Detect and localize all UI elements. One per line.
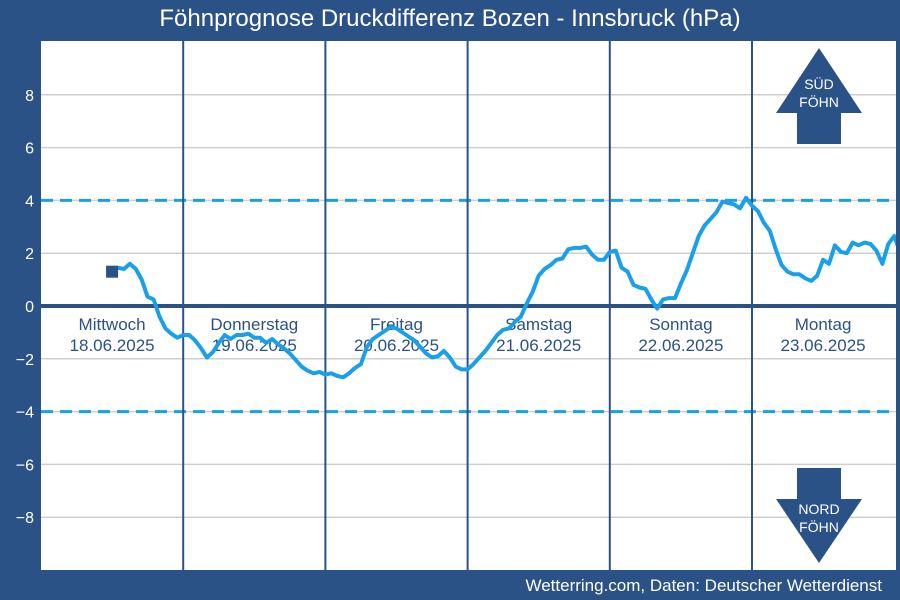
y-tick-label: 6 [25,141,34,158]
day-label-name: Montag [795,315,852,334]
data-credit: Wetterring.com, Daten: Deutscher Wetterd… [525,576,882,595]
arrow-up-shape [776,48,862,144]
day-label-name: Mittwoch [79,315,146,334]
arrow-up-label-1: SÜD [804,75,834,92]
current-value-marker [106,265,119,278]
day-label-name: Samstag [505,315,572,334]
day-label-date: 20.06.2025 [354,336,439,355]
arrow-down-label-1: NORD [798,501,839,517]
day-label-name: Freitag [370,315,423,334]
arrow-up-label-2: FÖHN [799,93,839,110]
arrow-down-label-2: FÖHN [799,518,839,535]
day-label-date: 23.06.2025 [781,336,866,355]
y-tick-label: −2 [16,352,34,369]
day-label-date: 21.06.2025 [496,336,581,355]
y-tick-label: 4 [25,193,34,210]
y-tick-label: −6 [16,457,34,474]
day-label-date: 22.06.2025 [638,336,723,355]
day-label-date: 18.06.2025 [70,336,155,355]
chart-title: Föhnprognose Druckdifferenz Bozen - Inns… [159,5,741,32]
y-tick-label: 8 [25,88,34,105]
day-label-name: Donnerstag [210,315,298,334]
y-tick-label: −8 [16,510,34,527]
forecast-line [110,195,896,380]
day-label-name: Sonntag [649,315,712,334]
y-tick-label: 0 [25,299,34,316]
y-tick-label: 2 [25,246,34,263]
arrow-down-shape [776,468,862,563]
y-tick-label: −4 [16,405,34,422]
